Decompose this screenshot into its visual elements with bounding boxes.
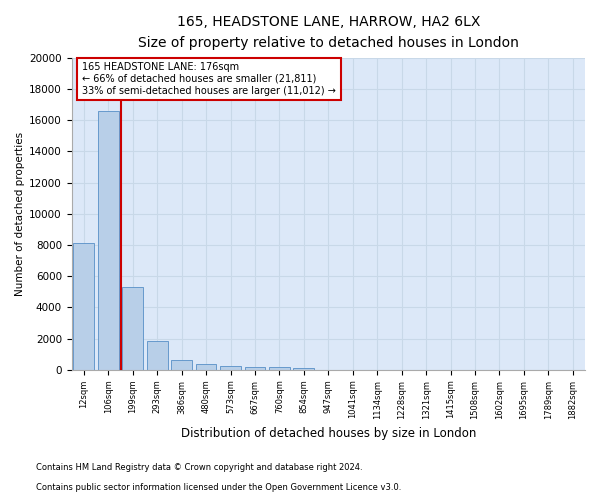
- Title: 165, HEADSTONE LANE, HARROW, HA2 6LX
Size of property relative to detached house: 165, HEADSTONE LANE, HARROW, HA2 6LX Siz…: [138, 15, 519, 50]
- Bar: [122, 287, 143, 370]
- Text: Contains public sector information licensed under the Open Government Licence v3: Contains public sector information licen…: [36, 484, 401, 492]
- Bar: [196, 364, 217, 370]
- Bar: [98, 111, 119, 370]
- Bar: [147, 341, 167, 370]
- Bar: [293, 368, 314, 370]
- Bar: [73, 244, 94, 370]
- Bar: [245, 366, 265, 370]
- Text: 165 HEADSTONE LANE: 176sqm
← 66% of detached houses are smaller (21,811)
33% of : 165 HEADSTONE LANE: 176sqm ← 66% of deta…: [82, 62, 336, 96]
- X-axis label: Distribution of detached houses by size in London: Distribution of detached houses by size …: [181, 427, 476, 440]
- Bar: [171, 360, 192, 370]
- Bar: [220, 366, 241, 370]
- Text: Contains HM Land Registry data © Crown copyright and database right 2024.: Contains HM Land Registry data © Crown c…: [36, 464, 362, 472]
- Bar: [269, 368, 290, 370]
- Y-axis label: Number of detached properties: Number of detached properties: [15, 132, 25, 296]
